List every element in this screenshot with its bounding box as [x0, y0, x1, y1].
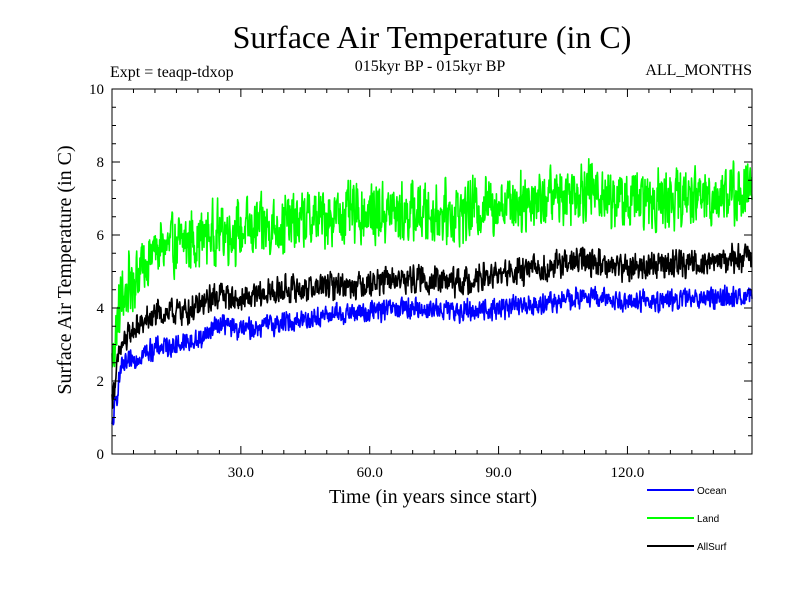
x-tick-label: 30.0: [228, 465, 254, 481]
y-tick-label: 8: [97, 155, 105, 171]
legend-label-ocean: Ocean: [697, 486, 726, 497]
y-tick-label: 4: [97, 301, 105, 317]
x-tick-label: 90.0: [485, 465, 511, 481]
period-label: 015kyr BP - 015kyr BP: [355, 58, 506, 75]
months-label: ALL_MONTHS: [645, 62, 752, 79]
x-tick-label: 60.0: [357, 465, 383, 481]
legend-label-land: Land: [697, 514, 719, 525]
y-tick-label: 2: [97, 374, 105, 390]
x-axis-label: Time (in years since start): [329, 486, 537, 508]
legend-label-allsurf: AllSurf: [697, 542, 727, 553]
y-tick-label: 0: [97, 447, 105, 463]
series-line-allsurf: [111, 242, 753, 409]
y-tick-label: 6: [97, 228, 105, 244]
x-tick-label: 120.0: [611, 465, 645, 481]
axes-layer: 0 2 4 6 8 10 30.0 60.0 90.0 120.0: [89, 82, 753, 481]
series-line-ocean: [111, 284, 753, 426]
y-tick-label: 10: [89, 82, 104, 98]
series-line-land: [111, 158, 753, 368]
series-layer: [111, 158, 753, 426]
chart-title: Surface Air Temperature (in C): [233, 19, 632, 55]
y-axis-label: Surface Air Temperature (in C): [54, 145, 76, 394]
legend: Ocean Land AllSurf: [647, 486, 727, 553]
experiment-label: Expt = teaqp-tdxop: [110, 64, 234, 81]
